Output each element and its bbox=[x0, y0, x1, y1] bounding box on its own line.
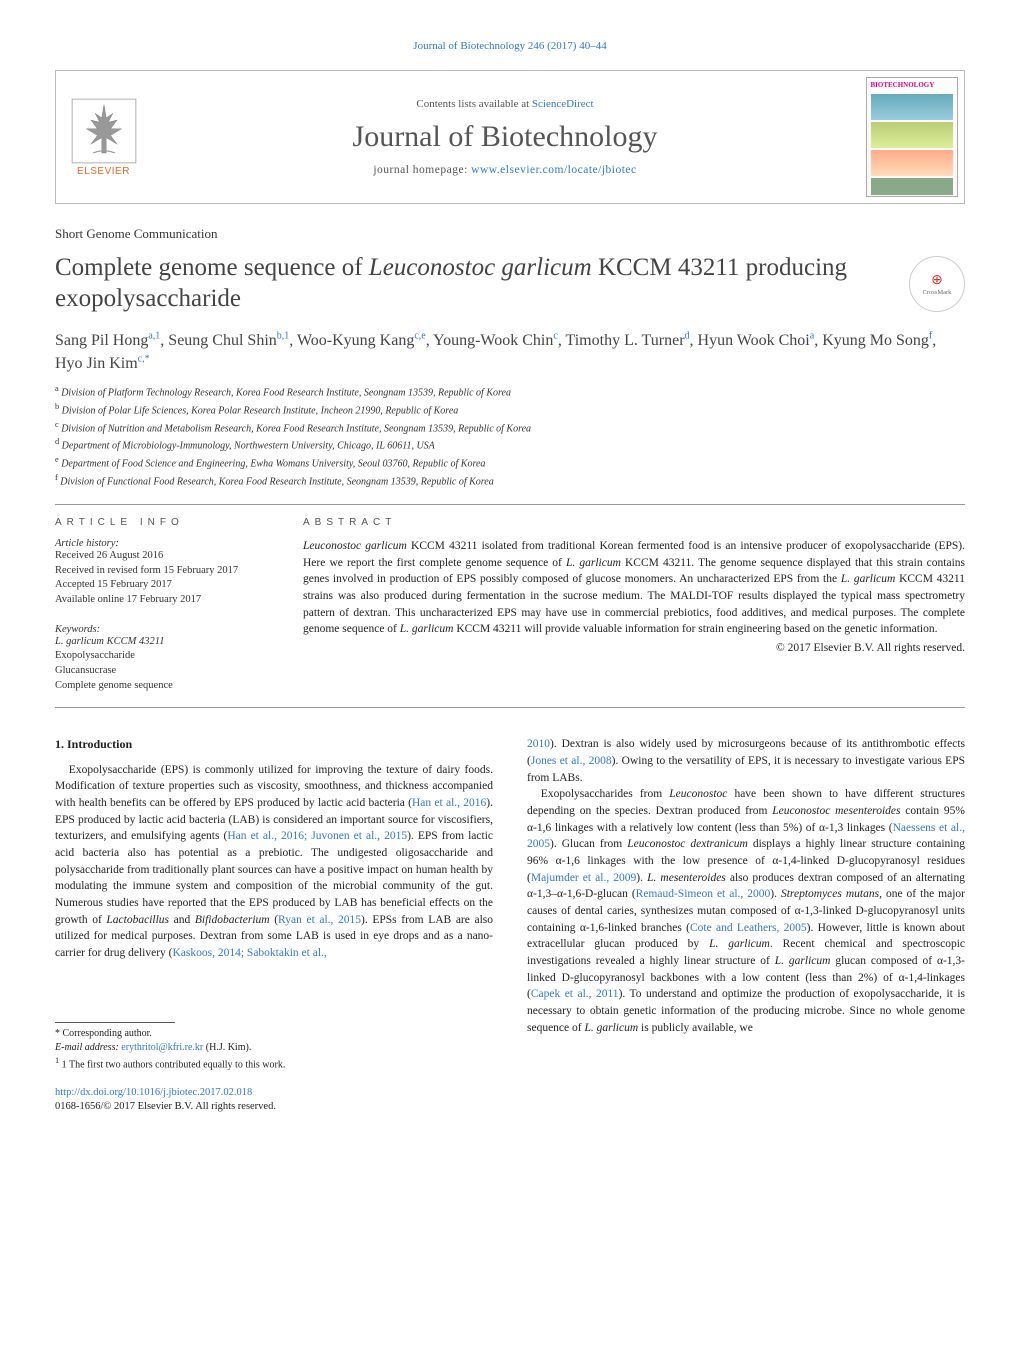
footnotes-block: * Corresponding author. E-mail address: … bbox=[55, 1022, 493, 1072]
corresponding-author-note: * Corresponding author. bbox=[55, 1027, 493, 1041]
article-info-column: ARTICLE INFO Article history: Received 2… bbox=[55, 517, 265, 694]
keyword-item: Complete genome sequence bbox=[55, 679, 265, 694]
crossmark-badge[interactable]: ⊕ CrossMark bbox=[909, 256, 965, 312]
body-paragraph: Exopolysaccharides from Leuconostoc have… bbox=[527, 786, 965, 1036]
issn-copyright: 0168-1656/© 2017 Elsevier B.V. All right… bbox=[55, 1101, 276, 1112]
cover-stripe-2 bbox=[871, 122, 953, 148]
history-accepted: Accepted 15 February 2017 bbox=[55, 578, 265, 593]
history-online: Available online 17 February 2017 bbox=[55, 593, 265, 608]
divider-rule bbox=[55, 504, 965, 505]
publisher-name: ELSEVIER bbox=[77, 166, 130, 177]
affiliation-item: d Department of Microbiology-Immunology,… bbox=[55, 436, 965, 454]
journal-homepage-line: journal homepage: www.elsevier.com/locat… bbox=[373, 164, 636, 176]
cover-brand-text: BIOTECHNOLOGY bbox=[871, 81, 953, 89]
affiliation-list: a Division of Platform Technology Resear… bbox=[55, 383, 965, 490]
cover-stripe-3 bbox=[871, 150, 953, 176]
abstract-heading: ABSTRACT bbox=[303, 517, 965, 528]
affiliation-item: a Division of Platform Technology Resear… bbox=[55, 383, 965, 401]
footnote-rule bbox=[55, 1022, 175, 1023]
publisher-logo-box: ELSEVIER bbox=[56, 71, 151, 203]
history-label: Article history: bbox=[55, 538, 265, 549]
contents-lists-line: Contents lists available at ScienceDirec… bbox=[416, 98, 593, 110]
journal-cover-thumbnail: BIOTECHNOLOGY bbox=[866, 77, 958, 197]
section-heading-intro: 1. Introduction bbox=[55, 736, 493, 753]
body-paragraph: Exopolysaccharide (EPS) is commonly util… bbox=[55, 762, 493, 962]
affiliation-item: e Department of Food Science and Enginee… bbox=[55, 454, 965, 472]
crossmark-icon: ⊕ bbox=[931, 272, 943, 289]
body-column-left: 1. Introduction Exopolysaccharide (EPS) … bbox=[55, 736, 493, 1114]
body-paragraph: 2010). Dextran is also widely used by mi… bbox=[527, 736, 965, 786]
article-info-heading: ARTICLE INFO bbox=[55, 517, 265, 528]
running-head-citation: Journal of Biotechnology 246 (2017) 40–4… bbox=[55, 40, 965, 52]
cover-stripe-1 bbox=[871, 94, 953, 120]
equal-contribution-note: 1 1 The first two authors contributed eq… bbox=[55, 1055, 493, 1072]
homepage-prefix: journal homepage: bbox=[373, 164, 471, 176]
author-list: Sang Pil Honga,1, Seung Chul Shinb,1, Wo… bbox=[55, 329, 965, 375]
article-type: Short Genome Communication bbox=[55, 226, 965, 242]
keyword-item: Glucansucrase bbox=[55, 664, 265, 679]
sciencedirect-link[interactable]: ScienceDirect bbox=[532, 98, 594, 110]
affiliation-item: b Division of Polar Life Sciences, Korea… bbox=[55, 401, 965, 419]
affiliation-item: f Division of Functional Food Research, … bbox=[55, 472, 965, 490]
keyword-item: L. garlicum KCCM 43211 bbox=[55, 635, 265, 650]
affiliation-item: c Division of Nutrition and Metabolism R… bbox=[55, 419, 965, 437]
email-note: E-mail address: erythritol@kfri.re.kr (H… bbox=[55, 1041, 493, 1055]
masthead-center: Contents lists available at ScienceDirec… bbox=[151, 71, 859, 203]
keyword-item: Exopolysaccharide bbox=[55, 649, 265, 664]
abstract-copyright: © 2017 Elsevier B.V. All rights reserved… bbox=[303, 642, 965, 654]
keywords-label: Keywords: bbox=[55, 624, 265, 635]
corresponding-email-link[interactable]: erythritol@kfri.re.kr bbox=[121, 1042, 203, 1053]
history-received: Received 26 August 2016 bbox=[55, 549, 265, 564]
journal-cover-box: BIOTECHNOLOGY bbox=[859, 71, 964, 203]
body-column-right: 2010). Dextran is also widely used by mi… bbox=[527, 736, 965, 1114]
doi-block: http://dx.doi.org/10.1016/j.jbiotec.2017… bbox=[55, 1086, 493, 1114]
history-revised: Received in revised form 15 February 201… bbox=[55, 564, 265, 579]
abstract-text: Leuconostoc garlicum KCCM 43211 isolated… bbox=[303, 538, 965, 638]
abstract-column: ABSTRACT Leuconostoc garlicum KCCM 43211… bbox=[303, 517, 965, 694]
elsevier-tree-icon bbox=[71, 98, 137, 164]
journal-name: Journal of Biotechnology bbox=[353, 120, 658, 154]
journal-homepage-link[interactable]: www.elsevier.com/locate/jbiotec bbox=[471, 164, 636, 176]
contents-prefix: Contents lists available at bbox=[416, 98, 531, 110]
journal-masthead: ELSEVIER Contents lists available at Sci… bbox=[55, 70, 965, 204]
article-title: Complete genome sequence of Leuconostoc … bbox=[55, 252, 893, 315]
crossmark-label: CrossMark bbox=[923, 289, 952, 296]
cover-stripe-4 bbox=[871, 178, 953, 195]
doi-link[interactable]: http://dx.doi.org/10.1016/j.jbiotec.2017… bbox=[55, 1087, 252, 1098]
divider-rule bbox=[55, 707, 965, 708]
